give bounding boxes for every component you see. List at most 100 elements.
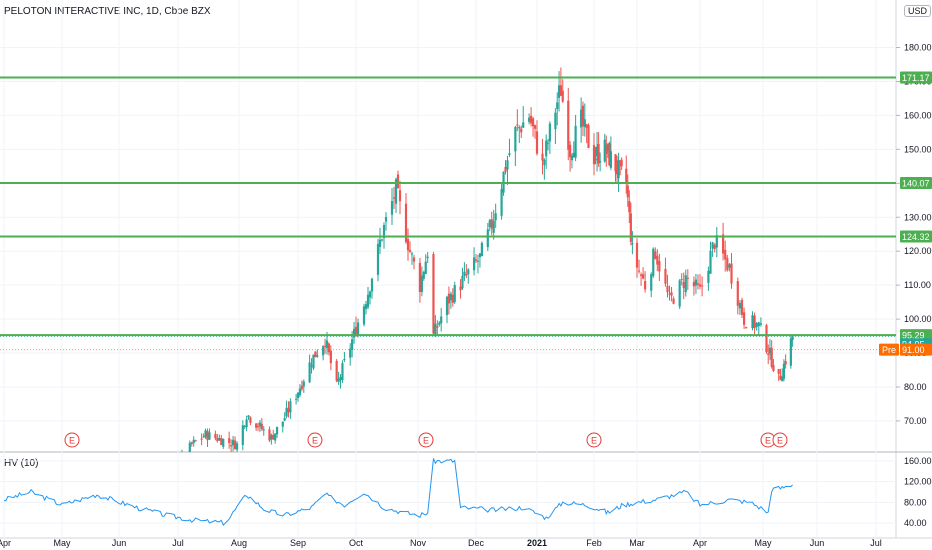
time-tick-label: Jun bbox=[112, 538, 127, 548]
candle-body bbox=[376, 243, 380, 275]
level-badge bbox=[900, 71, 932, 84]
candle-body bbox=[300, 385, 303, 390]
price-tick-label: 100.00 bbox=[904, 314, 932, 324]
candle-body bbox=[192, 439, 195, 444]
candle-body bbox=[364, 304, 368, 309]
candle-body bbox=[72, 539, 74, 540]
candle-body bbox=[161, 488, 163, 491]
candle-body bbox=[738, 302, 741, 309]
candle-body bbox=[194, 440, 197, 442]
candle-body bbox=[245, 419, 248, 428]
candle-body bbox=[310, 365, 313, 367]
candle-body bbox=[644, 281, 647, 290]
candle-body bbox=[424, 261, 427, 275]
earnings-marker-label: E bbox=[423, 436, 429, 446]
candle-body bbox=[370, 278, 374, 292]
candle-body bbox=[631, 243, 634, 245]
time-tick-label: Nov bbox=[410, 538, 427, 548]
candle-body bbox=[206, 430, 209, 441]
candle-body bbox=[615, 168, 619, 175]
premarket-tag-badge bbox=[879, 343, 899, 356]
candle-body bbox=[218, 438, 221, 441]
level-label: 95.29 bbox=[902, 331, 925, 341]
candle-body bbox=[740, 299, 744, 315]
candle-body bbox=[138, 501, 140, 508]
price-tick-label: 120.00 bbox=[904, 246, 932, 256]
candle-body bbox=[368, 291, 372, 298]
currency-button[interactable]: USD bbox=[904, 5, 932, 17]
candle-body bbox=[341, 363, 344, 380]
candle-body bbox=[132, 510, 134, 511]
time-tick-label: Dec bbox=[468, 538, 485, 548]
candle-body bbox=[480, 242, 484, 257]
earnings-marker-circle bbox=[586, 432, 602, 448]
candle-body bbox=[159, 490, 161, 497]
candle-body bbox=[472, 257, 476, 271]
candle-body bbox=[440, 316, 443, 324]
time-tick-label: Apr bbox=[0, 538, 11, 548]
candle-body bbox=[587, 125, 590, 149]
candle-body bbox=[208, 432, 211, 440]
price-tick-label: 70.00 bbox=[904, 416, 927, 426]
time-tick-label: Feb bbox=[586, 538, 602, 548]
candle-body bbox=[504, 166, 507, 172]
candle-body bbox=[124, 510, 126, 513]
candle-body bbox=[289, 401, 292, 413]
candle-body bbox=[420, 275, 423, 292]
price-tick-label: 130.00 bbox=[904, 212, 932, 222]
candle-body bbox=[782, 363, 786, 379]
candle-body bbox=[474, 259, 478, 261]
time-tick-label: Aug bbox=[231, 538, 247, 548]
candle-body bbox=[258, 422, 262, 427]
candle-body bbox=[343, 358, 346, 361]
candle-body bbox=[557, 85, 561, 98]
candle-body bbox=[323, 345, 327, 347]
candle-body bbox=[111, 516, 113, 518]
candle-body bbox=[784, 361, 787, 365]
candle-body bbox=[603, 139, 606, 162]
candle-body bbox=[626, 185, 629, 198]
candle-body bbox=[682, 281, 685, 289]
earnings-marker-circle bbox=[418, 432, 434, 448]
candle-body bbox=[216, 438, 219, 442]
earnings-marker-label: E bbox=[312, 436, 318, 446]
candle-body bbox=[337, 378, 340, 382]
earnings-marker-label: E bbox=[591, 436, 597, 446]
candle-body bbox=[500, 189, 503, 216]
candle-body bbox=[701, 285, 704, 287]
candle-body bbox=[362, 306, 366, 325]
candle-body bbox=[692, 281, 696, 287]
candle-body bbox=[190, 442, 193, 445]
candle-body bbox=[107, 520, 109, 523]
candle-body bbox=[572, 152, 575, 158]
candle-body bbox=[378, 239, 382, 248]
candle-body bbox=[743, 312, 746, 325]
candle-body bbox=[606, 144, 609, 151]
candle-body bbox=[625, 168, 628, 184]
candle-body bbox=[614, 154, 617, 172]
candle-body bbox=[581, 105, 585, 127]
candle-body bbox=[753, 315, 756, 329]
time-tick-label: 2021 bbox=[527, 538, 547, 548]
candle-body bbox=[312, 354, 315, 369]
candle-body bbox=[412, 257, 416, 262]
candle-body bbox=[335, 360, 338, 381]
candle-body bbox=[247, 415, 250, 418]
candle-body bbox=[570, 155, 574, 161]
earnings-marker-label: E bbox=[69, 436, 75, 446]
candle-body bbox=[382, 225, 386, 239]
candle-body bbox=[256, 426, 260, 428]
candle-body bbox=[686, 277, 689, 279]
candle-body bbox=[528, 117, 531, 122]
candle-body bbox=[745, 327, 748, 329]
candle-body bbox=[274, 433, 277, 441]
candle-body bbox=[422, 272, 425, 279]
price-tick-label: 150.00 bbox=[904, 144, 932, 154]
candle-body bbox=[514, 126, 517, 152]
candle-body bbox=[408, 249, 412, 252]
candle-body bbox=[249, 417, 252, 423]
earnings-marker: E bbox=[586, 432, 602, 448]
candle-body bbox=[664, 268, 667, 284]
candle-body bbox=[757, 322, 760, 327]
